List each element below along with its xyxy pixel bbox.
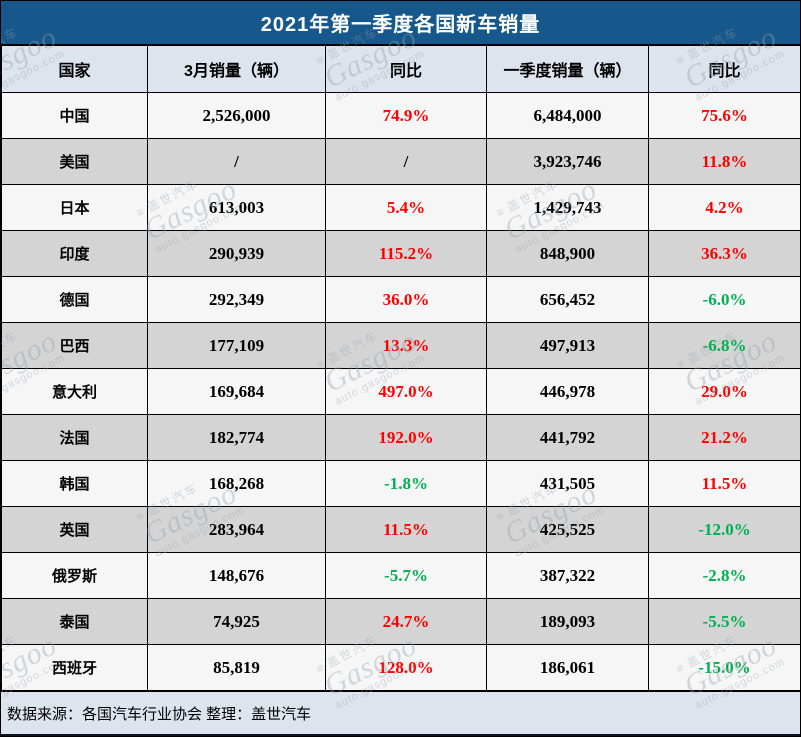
march-yoy-cell: 36.0% <box>325 276 487 323</box>
q1-sales-cell: 189,093 <box>486 598 649 645</box>
data-source-note: 数据来源：各国汽车行业协会 整理：盖世汽车 <box>1 691 800 734</box>
q1-sales-cell: 1,429,743 <box>486 184 649 231</box>
q1-sales-cell: 848,900 <box>486 230 649 277</box>
q1-yoy-cell: 21.2% <box>648 414 800 461</box>
country-cell: 英国 <box>1 506 148 553</box>
col-header-q1-yoy: 同比 <box>648 45 800 93</box>
march-yoy-cell: 13.3% <box>325 322 487 369</box>
country-cell: 韩国 <box>1 460 148 507</box>
table-row: 德国 292,349 36.0% 656,452 -6.0% <box>1 276 800 323</box>
q1-sales-cell: 6,484,000 <box>486 92 649 139</box>
sales-table: 国家 3月销量（辆） 同比 一季度销量（辆） 同比 中国 2,526,000 7… <box>1 45 800 691</box>
march-sales-cell: 168,268 <box>147 460 326 507</box>
q1-yoy-cell: -12.0% <box>648 506 800 553</box>
q1-sales-cell: 425,525 <box>486 506 649 553</box>
march-sales-cell: 613,003 <box>147 184 326 231</box>
q1-yoy-cell: 11.8% <box>648 138 800 185</box>
q1-sales-cell: 431,505 <box>486 460 649 507</box>
march-sales-cell: 177,109 <box>147 322 326 369</box>
country-cell: 美国 <box>1 138 148 185</box>
country-cell: 泰国 <box>1 598 148 645</box>
march-sales-cell: 290,939 <box>147 230 326 277</box>
q1-yoy-cell: 75.6% <box>648 92 800 139</box>
table-row: 俄罗斯 148,676 -5.7% 387,322 -2.8% <box>1 552 800 599</box>
q1-sales-cell: 441,792 <box>486 414 649 461</box>
table-row: 美国 / / 3,923,746 11.8% <box>1 138 800 185</box>
table-row: 泰国 74,925 24.7% 189,093 -5.5% <box>1 598 800 645</box>
q1-yoy-cell: -2.8% <box>648 552 800 599</box>
march-sales-cell: 182,774 <box>147 414 326 461</box>
march-yoy-cell: 115.2% <box>325 230 487 277</box>
march-yoy-cell: -1.8% <box>325 460 487 507</box>
q1-sales-cell: 387,322 <box>486 552 649 599</box>
march-yoy-cell: 192.0% <box>325 414 487 461</box>
march-yoy-cell: / <box>325 138 487 185</box>
march-sales-cell: 148,676 <box>147 552 326 599</box>
table-body: 中国 2,526,000 74.9% 6,484,000 75.6% 美国 / … <box>1 92 800 691</box>
table-row: 中国 2,526,000 74.9% 6,484,000 75.6% <box>1 92 800 139</box>
march-yoy-cell: 497.0% <box>325 368 487 415</box>
q1-sales-cell: 3,923,746 <box>486 138 649 185</box>
q1-sales-cell: 497,913 <box>486 322 649 369</box>
march-sales-cell: / <box>147 138 326 185</box>
col-header-march-sales: 3月销量（辆） <box>147 45 326 93</box>
table-row: 西班牙 85,819 128.0% 186,061 -15.0% <box>1 644 800 691</box>
table-header-row: 国家 3月销量（辆） 同比 一季度销量（辆） 同比 <box>1 45 800 93</box>
march-sales-cell: 85,819 <box>147 644 326 691</box>
country-cell: 巴西 <box>1 322 148 369</box>
country-cell: 意大利 <box>1 368 148 415</box>
march-yoy-cell: 5.4% <box>325 184 487 231</box>
march-sales-cell: 2,526,000 <box>147 92 326 139</box>
q1-yoy-cell: 36.3% <box>648 230 800 277</box>
q1-sales-cell: 186,061 <box>486 644 649 691</box>
march-yoy-cell: 128.0% <box>325 644 487 691</box>
march-sales-cell: 169,684 <box>147 368 326 415</box>
march-sales-cell: 283,964 <box>147 506 326 553</box>
q1-yoy-cell: 11.5% <box>648 460 800 507</box>
page-title: 2021年第一季度各国新车销量 <box>1 1 800 45</box>
q1-yoy-cell: 29.0% <box>648 368 800 415</box>
col-header-q1-sales: 一季度销量（辆） <box>486 45 649 93</box>
march-yoy-cell: -5.7% <box>325 552 487 599</box>
march-yoy-cell: 11.5% <box>325 506 487 553</box>
table-row: 韩国 168,268 -1.8% 431,505 11.5% <box>1 460 800 507</box>
march-sales-cell: 292,349 <box>147 276 326 323</box>
col-header-country: 国家 <box>1 45 148 93</box>
march-yoy-cell: 24.7% <box>325 598 487 645</box>
q1-sales-cell: 446,978 <box>486 368 649 415</box>
q1-yoy-cell: -6.8% <box>648 322 800 369</box>
country-cell: 法国 <box>1 414 148 461</box>
country-cell: 俄罗斯 <box>1 552 148 599</box>
bottom-accent-bar <box>1 734 800 736</box>
table-row: 英国 283,964 11.5% 425,525 -12.0% <box>1 506 800 553</box>
q1-yoy-cell: 4.2% <box>648 184 800 231</box>
country-cell: 日本 <box>1 184 148 231</box>
country-cell: 印度 <box>1 230 148 277</box>
q1-yoy-cell: -15.0% <box>648 644 800 691</box>
table-row: 巴西 177,109 13.3% 497,913 -6.8% <box>1 322 800 369</box>
table-row: 印度 290,939 115.2% 848,900 36.3% <box>1 230 800 277</box>
country-cell: 中国 <box>1 92 148 139</box>
march-sales-cell: 74,925 <box>147 598 326 645</box>
q1-sales-cell: 656,452 <box>486 276 649 323</box>
table-row: 日本 613,003 5.4% 1,429,743 4.2% <box>1 184 800 231</box>
q1-yoy-cell: -6.0% <box>648 276 800 323</box>
col-header-march-yoy: 同比 <box>325 45 487 93</box>
march-yoy-cell: 74.9% <box>325 92 487 139</box>
country-cell: 德国 <box>1 276 148 323</box>
country-cell: 西班牙 <box>1 644 148 691</box>
table-row: 意大利 169,684 497.0% 446,978 29.0% <box>1 368 800 415</box>
q1-yoy-cell: -5.5% <box>648 598 800 645</box>
table-row: 法国 182,774 192.0% 441,792 21.2% <box>1 414 800 461</box>
